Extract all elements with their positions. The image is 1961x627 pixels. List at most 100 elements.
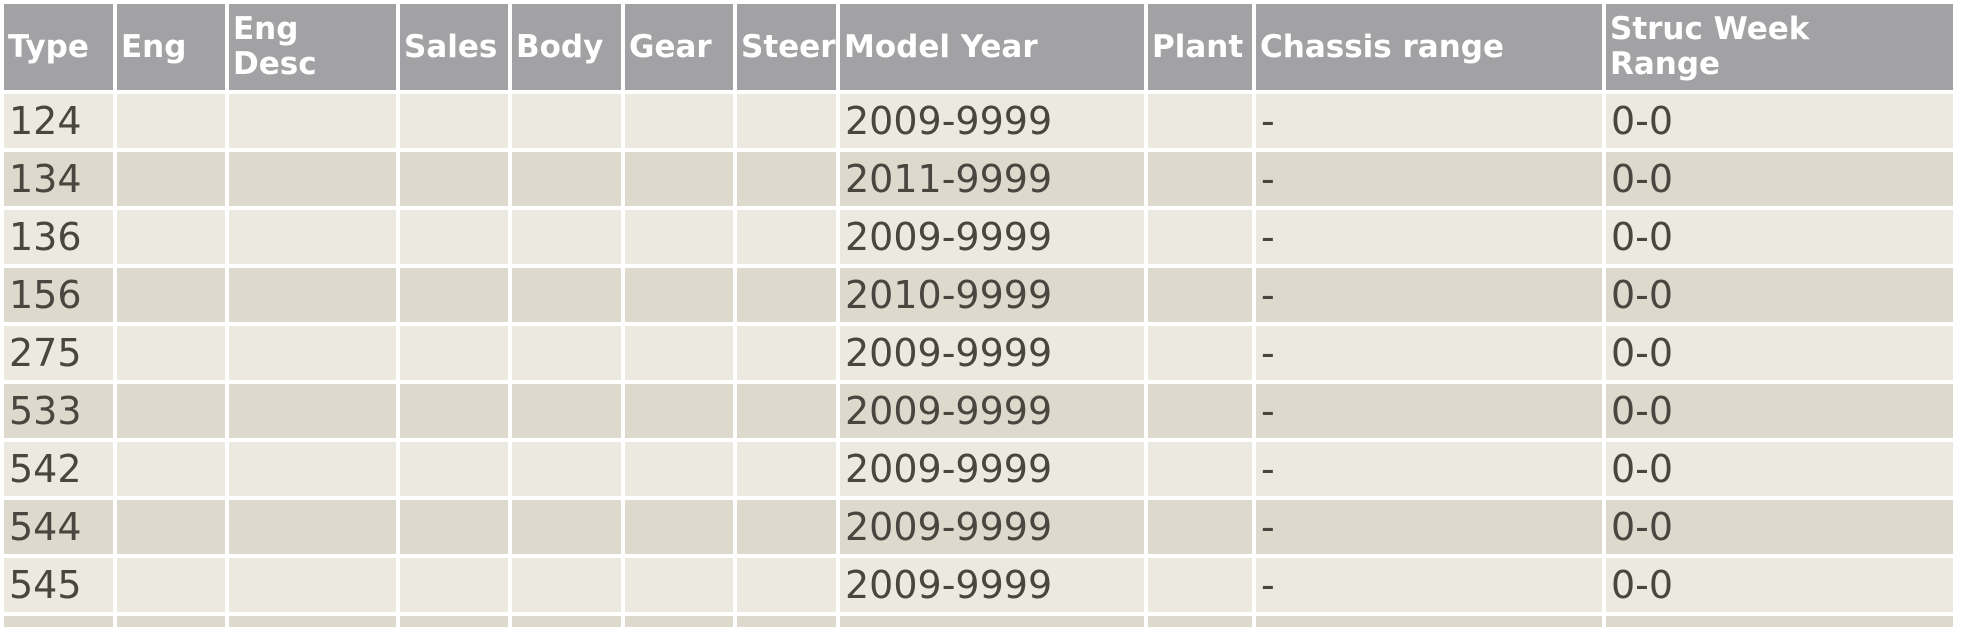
column-header-label: Sales <box>404 28 498 65</box>
cell-struc_week_range: 0-0 <box>1606 558 1953 612</box>
table-row[interactable]: 136 2009-9999 -0-0 <box>4 210 1953 264</box>
cell-struc_week_range: 0-0 <box>1606 384 1953 438</box>
cell-body <box>512 210 621 264</box>
cell-type: 544 <box>4 500 113 554</box>
cell-eng_desc <box>229 384 396 438</box>
cell-gear <box>625 558 733 612</box>
column-header-eng: Eng <box>117 4 225 90</box>
cell-type <box>4 616 113 627</box>
column-header-plant: Plant <box>1148 4 1252 90</box>
cell-model_year: 2009-9999 <box>840 94 1144 148</box>
cell-chassis_range: - <box>1256 384 1602 438</box>
column-header-label: Steer <box>741 28 836 65</box>
cell-chassis_range: - <box>1256 558 1602 612</box>
cell-eng <box>117 210 225 264</box>
table-row-partial[interactable] <box>4 616 1953 627</box>
column-header-label: Struc Week Range <box>1610 11 1810 82</box>
header-row: Type Eng Eng Desc Sales Body Gear Steer … <box>4 4 1953 90</box>
column-header-label: Body <box>516 28 604 65</box>
cell-body <box>512 442 621 496</box>
table-row[interactable]: 134 2011-9999 -0-0 <box>4 152 1953 206</box>
cell-plant <box>1148 616 1252 627</box>
cell-struc_week_range: 0-0 <box>1606 326 1953 380</box>
cell-model_year: 2009-9999 <box>840 500 1144 554</box>
cell-steer <box>737 152 836 206</box>
cell-chassis_range: - <box>1256 210 1602 264</box>
cell-model_year: 2009-9999 <box>840 326 1144 380</box>
column-header-label: Eng <box>121 28 187 65</box>
cell-plant <box>1148 442 1252 496</box>
cell-body <box>512 152 621 206</box>
cell-struc_week_range: 0-0 <box>1606 500 1953 554</box>
cell-struc_week_range: 0-0 <box>1606 210 1953 264</box>
cell-body <box>512 558 621 612</box>
table-row[interactable]: 533 2009-9999 -0-0 <box>4 384 1953 438</box>
cell-struc_week_range: 0-0 <box>1606 152 1953 206</box>
column-header-gear: Gear <box>625 4 733 90</box>
table-row[interactable]: 542 2009-9999 -0-0 <box>4 442 1953 496</box>
column-header-label: Model Year <box>844 28 1038 65</box>
cell-gear <box>625 268 733 322</box>
cell-sales <box>400 558 508 612</box>
cell-model_year <box>840 616 1144 627</box>
cell-eng_desc <box>229 152 396 206</box>
cell-gear <box>625 442 733 496</box>
cell-steer <box>737 384 836 438</box>
cell-type: 533 <box>4 384 113 438</box>
table-row[interactable]: 156 2010-9999 -0-0 <box>4 268 1953 322</box>
cell-model_year: 2009-9999 <box>840 558 1144 612</box>
column-header-type: Type <box>4 4 113 90</box>
cell-type: 124 <box>4 94 113 148</box>
cell-plant <box>1148 210 1252 264</box>
cell-body <box>512 268 621 322</box>
cell-steer <box>737 268 836 322</box>
cell-eng <box>117 384 225 438</box>
cell-steer <box>737 326 836 380</box>
column-header-eng-desc: Eng Desc <box>229 4 396 90</box>
cell-body <box>512 94 621 148</box>
cell-model_year: 2011-9999 <box>840 152 1144 206</box>
cell-chassis_range: - <box>1256 268 1602 322</box>
cell-gear <box>625 94 733 148</box>
cell-model_year: 2009-9999 <box>840 442 1144 496</box>
cell-struc_week_range <box>1606 616 1953 627</box>
cell-sales <box>400 210 508 264</box>
cell-steer <box>737 442 836 496</box>
cell-eng_desc <box>229 268 396 322</box>
cell-eng_desc <box>229 500 396 554</box>
cell-gear <box>625 326 733 380</box>
cell-sales <box>400 268 508 322</box>
table-row[interactable]: 544 2009-9999 -0-0 <box>4 500 1953 554</box>
table-row[interactable]: 124 2009-9999 -0-0 <box>4 94 1953 148</box>
cell-steer <box>737 500 836 554</box>
cell-struc_week_range: 0-0 <box>1606 94 1953 148</box>
column-header-label: Type <box>8 28 89 65</box>
cell-eng <box>117 326 225 380</box>
cell-eng <box>117 268 225 322</box>
column-header-label: Plant <box>1152 28 1244 65</box>
cell-type: 134 <box>4 152 113 206</box>
column-header-label: Chassis range <box>1260 28 1505 65</box>
table-row[interactable]: 545 2009-9999 -0-0 <box>4 558 1953 612</box>
column-header-chassis-range: Chassis range <box>1256 4 1602 90</box>
cell-type: 545 <box>4 558 113 612</box>
table-row[interactable]: 275 2009-9999 -0-0 <box>4 326 1953 380</box>
column-header-struc-week-range: Struc Week Range <box>1606 4 1953 90</box>
cell-struc_week_range: 0-0 <box>1606 442 1953 496</box>
table-body: 124 2009-9999-0-0 134 2011-9999-0-0 136 2009-… <box>4 94 1953 627</box>
cell-chassis_range <box>1256 616 1602 627</box>
cell-eng_desc <box>229 442 396 496</box>
cell-gear <box>625 616 733 627</box>
cell-eng <box>117 616 225 627</box>
cell-eng_desc <box>229 94 396 148</box>
cell-chassis_range: - <box>1256 152 1602 206</box>
column-header-label: Gear <box>629 28 712 65</box>
column-header-label: Eng Desc <box>233 11 317 82</box>
cell-eng <box>117 94 225 148</box>
cell-model_year: 2009-9999 <box>840 210 1144 264</box>
cell-body <box>512 326 621 380</box>
cell-chassis_range: - <box>1256 326 1602 380</box>
column-header-model-year: Model Year <box>840 4 1144 90</box>
cell-type: 542 <box>4 442 113 496</box>
